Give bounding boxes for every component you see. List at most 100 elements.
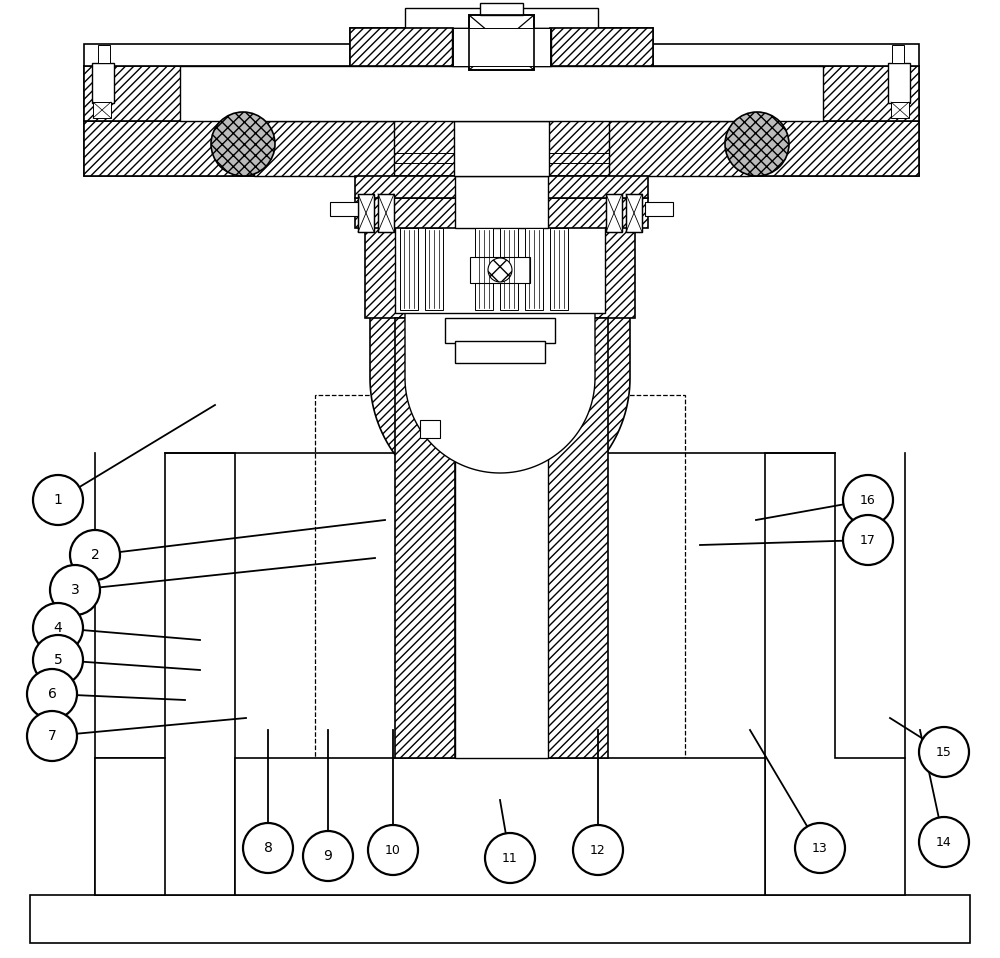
Circle shape <box>485 833 535 883</box>
Bar <box>480 3 523 15</box>
Bar <box>470 257 530 283</box>
Bar <box>892 45 904 63</box>
Text: 9: 9 <box>324 849 332 863</box>
Bar <box>420 420 440 438</box>
Bar <box>550 28 653 66</box>
Bar <box>235 758 765 895</box>
Bar <box>453 28 550 66</box>
Circle shape <box>33 475 83 525</box>
Circle shape <box>368 825 418 875</box>
Bar <box>358 194 374 232</box>
Bar <box>315 395 685 895</box>
Circle shape <box>573 825 623 875</box>
Bar <box>30 895 970 943</box>
Bar <box>452 28 551 66</box>
Circle shape <box>843 475 893 525</box>
Bar <box>84 66 181 121</box>
Bar <box>548 318 608 758</box>
Circle shape <box>919 727 969 777</box>
Text: 12: 12 <box>590 843 606 856</box>
Bar <box>455 176 548 228</box>
Bar <box>84 44 919 66</box>
Circle shape <box>725 112 789 176</box>
Bar <box>378 194 394 232</box>
Bar <box>84 66 919 121</box>
Circle shape <box>303 831 353 881</box>
Bar <box>749 121 919 176</box>
Text: 1: 1 <box>54 493 62 507</box>
Bar <box>254 121 394 176</box>
Bar <box>180 66 823 121</box>
Bar <box>525 228 543 310</box>
Text: 10: 10 <box>385 843 401 856</box>
Bar <box>455 418 548 758</box>
Text: 14: 14 <box>936 835 952 849</box>
Bar <box>626 194 642 232</box>
Bar <box>84 121 919 176</box>
Bar <box>888 63 910 103</box>
Bar <box>395 225 605 313</box>
Circle shape <box>70 530 120 580</box>
Bar <box>543 198 648 228</box>
Bar <box>454 121 549 176</box>
Circle shape <box>488 258 512 282</box>
Circle shape <box>27 669 77 719</box>
Bar <box>84 121 254 176</box>
Text: 5: 5 <box>54 653 62 667</box>
Circle shape <box>843 515 893 565</box>
Text: 16: 16 <box>860 493 876 507</box>
Polygon shape <box>405 258 595 473</box>
Text: 6: 6 <box>48 687 56 701</box>
Polygon shape <box>95 758 165 895</box>
Polygon shape <box>765 453 905 895</box>
Bar <box>820 66 919 121</box>
Circle shape <box>795 823 845 873</box>
Text: 4: 4 <box>54 621 62 635</box>
Bar <box>543 176 648 198</box>
Circle shape <box>33 635 83 685</box>
Bar <box>395 318 455 758</box>
Bar <box>445 318 555 343</box>
Bar <box>469 15 534 70</box>
Bar <box>609 121 749 176</box>
Bar <box>500 228 518 310</box>
Bar <box>350 28 453 66</box>
Bar <box>606 194 622 232</box>
Text: 2: 2 <box>91 548 99 562</box>
Bar <box>550 228 568 310</box>
Circle shape <box>243 823 293 873</box>
Bar <box>425 228 443 310</box>
Polygon shape <box>370 258 630 508</box>
Bar <box>606 194 622 232</box>
Circle shape <box>27 711 77 761</box>
Bar <box>92 63 114 103</box>
Text: 13: 13 <box>812 841 828 855</box>
Bar <box>891 102 909 118</box>
Bar <box>355 176 460 198</box>
Bar <box>98 45 110 63</box>
Bar <box>400 228 418 310</box>
Text: 3: 3 <box>71 583 79 597</box>
Text: 17: 17 <box>860 534 876 546</box>
Bar <box>539 121 749 176</box>
Bar <box>254 121 464 176</box>
Bar <box>475 228 493 310</box>
Circle shape <box>50 565 100 615</box>
Bar <box>330 202 358 216</box>
Bar <box>626 194 642 232</box>
Text: 11: 11 <box>502 852 518 864</box>
Text: 15: 15 <box>936 745 952 759</box>
Text: 8: 8 <box>264 841 272 855</box>
Circle shape <box>919 817 969 867</box>
Bar <box>455 341 545 363</box>
Circle shape <box>211 112 275 176</box>
Bar <box>645 202 673 216</box>
Bar <box>350 28 653 66</box>
Bar <box>365 218 635 318</box>
Polygon shape <box>95 453 235 895</box>
Bar <box>405 8 598 28</box>
Bar <box>469 15 534 70</box>
Bar <box>358 194 374 232</box>
Circle shape <box>33 603 83 653</box>
Bar <box>378 194 394 232</box>
